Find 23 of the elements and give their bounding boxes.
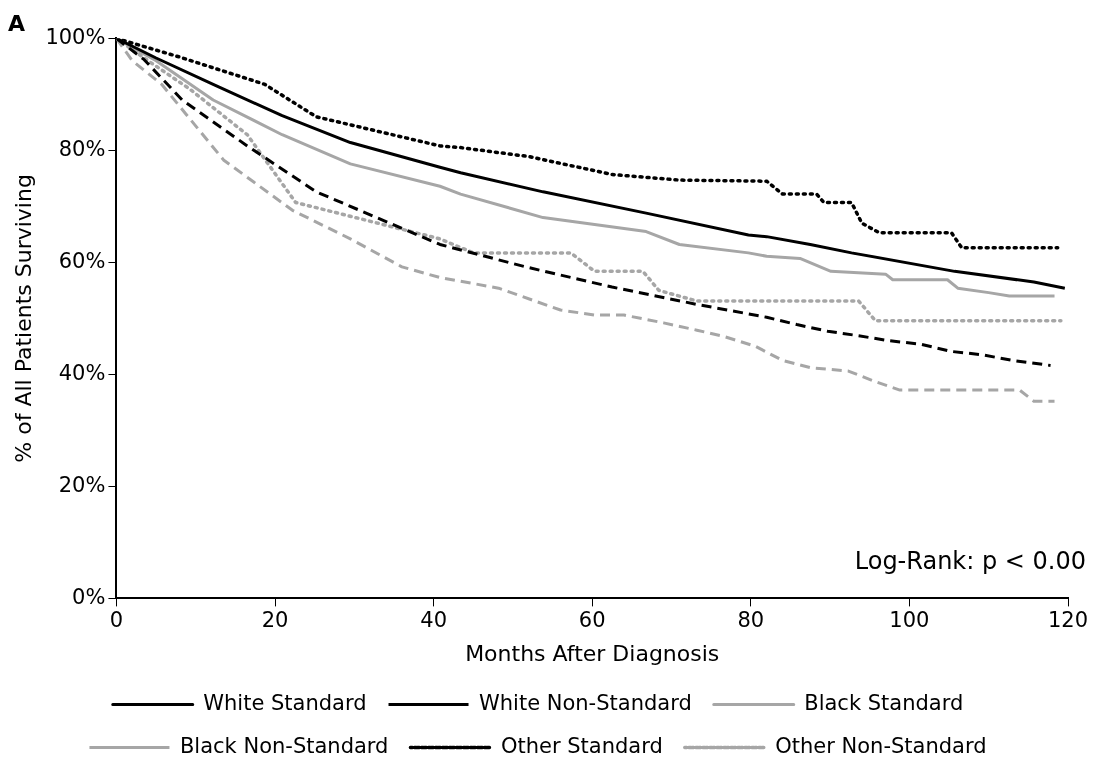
y-tick-label: 100% [45,24,106,49]
annotation: Log-Rank: p < 0.00 [854,546,1086,575]
x-tick-label: 20 [261,608,289,633]
chart-title: A [8,10,26,36]
legend-label: White Non-Standard [479,690,692,715]
legend-label: Black Non-Standard [179,733,389,758]
x-tick-label: 120 [1047,608,1089,633]
legend-label: Black Standard [804,690,964,715]
x-tick-label: 80 [737,608,765,633]
x-tick-label: 100 [889,608,930,633]
y-tick-label: 20% [58,472,106,497]
x-tick-label: 40 [420,608,447,633]
legend-label: Other Standard [500,733,663,758]
legend-label: Other Non-Standard [775,733,987,758]
y-tick-label: 60% [58,248,106,273]
x-tick-label: 60 [578,608,606,633]
y-axis-title: % of All Patients Surviving [10,174,36,463]
x-tick-label: 0 [109,608,124,633]
y-tick-label: 40% [58,360,106,385]
y-tick-label: 0% [72,584,106,609]
legend-label: White Standard [203,690,367,715]
y-tick-label: 80% [58,136,106,161]
x-axis-title: Months After Diagnosis [465,640,720,666]
